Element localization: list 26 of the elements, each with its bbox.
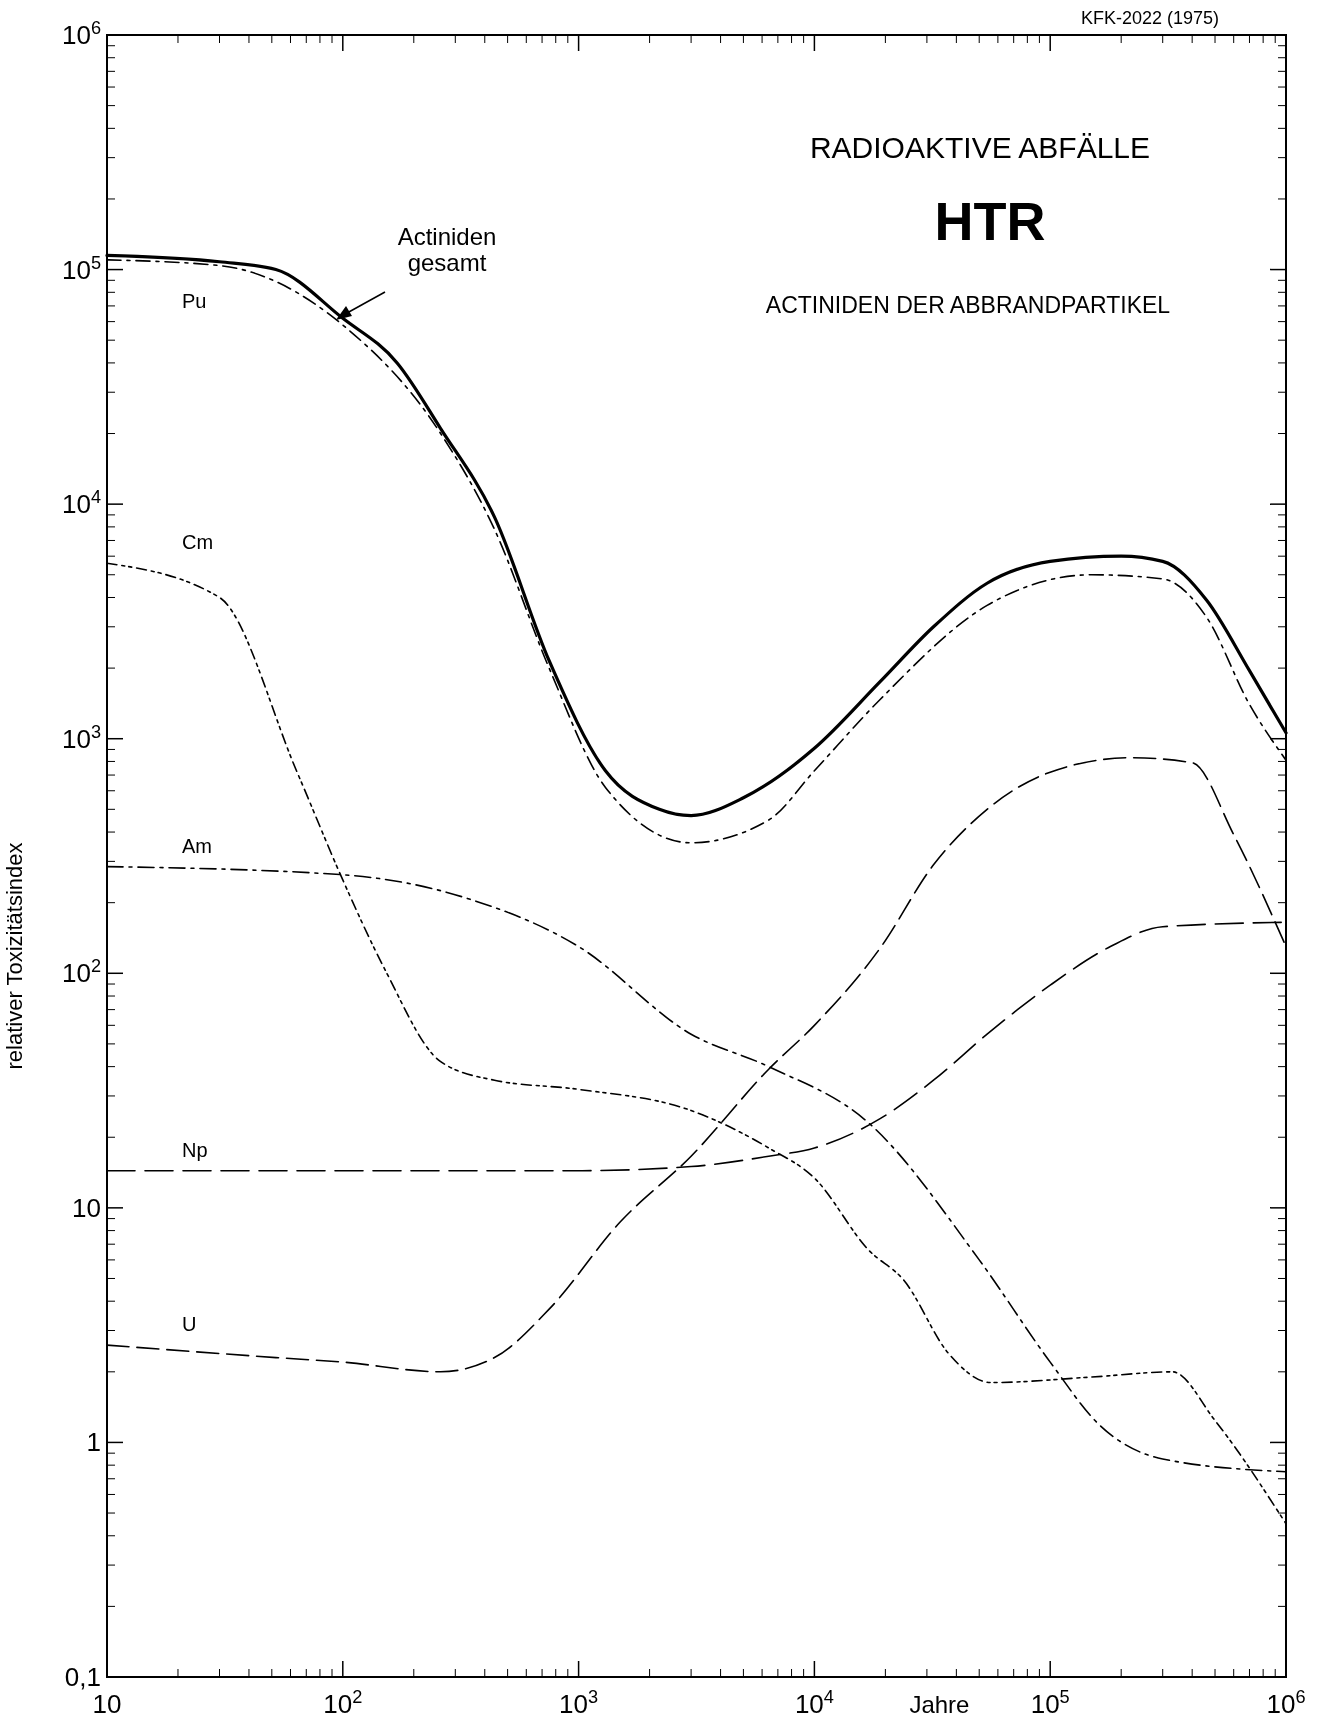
text: Actiniden gesamt <box>397 223 497 277</box>
annotation: ACTINIDEN DER ABBRANDPARTIKEL <box>765 292 1171 318</box>
y-tick-label: 1 <box>86 1427 101 1458</box>
text: KFK-2022 (1975) <box>1080 8 1220 28</box>
series-label: Pu <box>182 289 207 312</box>
text: RADIOAKTIVE ABFÄLLE <box>809 131 1151 164</box>
x-tick-label: 10$^{2}$ <box>323 1687 363 1719</box>
text: HTR <box>934 191 1046 251</box>
x-tick-label: 10 <box>92 1689 122 1719</box>
series-label: U <box>182 1313 197 1336</box>
x-tick-label: 10$^{6}$ <box>1266 1687 1306 1719</box>
y-tick-label: 10$^{6}$ <box>61 18 101 50</box>
y-tick-label: 10$^{2}$ <box>61 956 101 989</box>
y-tick-label: 10$^{5}$ <box>61 252 101 285</box>
y-axis-title: relativer Toxizitätsindex <box>2 842 27 1070</box>
x-tick-label: 10$^{3}$ <box>559 1687 599 1719</box>
y-tick-label: 0,1 <box>64 1662 101 1692</box>
y-tick-label: 10$^{3}$ <box>61 721 101 754</box>
y-tick-label: 10 <box>72 1192 101 1223</box>
y-tick-label: 10$^{4}$ <box>61 487 101 520</box>
series-label: Cm <box>182 531 214 554</box>
series-label: Am <box>182 834 212 857</box>
x-axis-title: Jahre <box>909 1691 970 1718</box>
x-tick-label: 10$^{4}$ <box>794 1687 834 1719</box>
x-tick-label: 10$^{5}$ <box>1030 1687 1070 1719</box>
series-label: Np <box>182 1138 208 1161</box>
